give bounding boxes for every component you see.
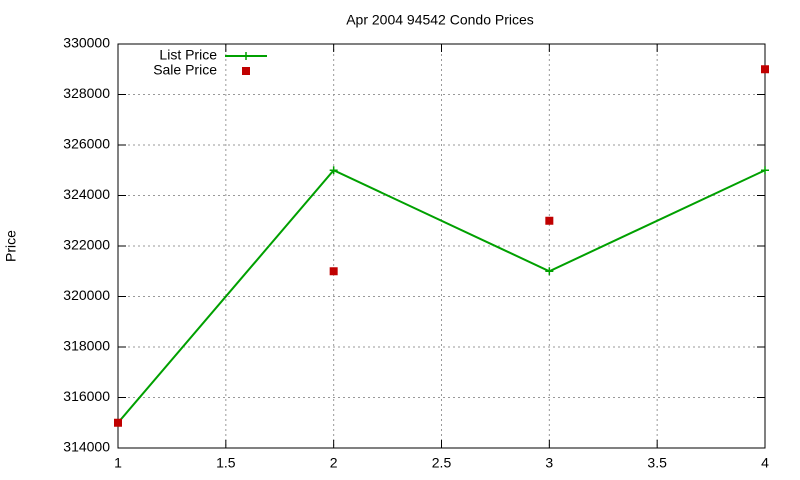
data-point: [545, 267, 554, 276]
y-tick-label: 324000: [63, 186, 110, 202]
x-tick-label: 2.5: [432, 455, 452, 471]
data-point: [761, 65, 769, 74]
y-tick-label: 314000: [63, 439, 110, 455]
legend-label: List Price: [159, 47, 217, 63]
plot-frame: [117, 43, 766, 449]
y-tick-label: 322000: [63, 237, 110, 253]
legend-marker: [242, 52, 250, 60]
x-tick-label: 3.5: [647, 455, 667, 471]
y-tick-label: 316000: [63, 388, 110, 404]
data-point: [545, 216, 554, 225]
x-tick-label: 1: [114, 455, 122, 471]
data-point: [329, 267, 338, 276]
y-tick-label: 318000: [63, 338, 110, 354]
x-tick-label: 2: [330, 455, 338, 471]
x-tick-label: 4: [761, 455, 769, 471]
y-tick-label: 328000: [63, 85, 110, 101]
data-point: [114, 418, 122, 427]
legend-label: Sale Price: [153, 62, 217, 78]
x-tick-label: 3: [545, 455, 553, 471]
series-line: [117, 169, 766, 424]
y-axis-label: Price: [3, 230, 19, 262]
y-tick-label: 326000: [63, 136, 110, 152]
chart-title: Apr 2004 94542 Condo Prices: [346, 12, 534, 28]
legend-marker: [242, 67, 250, 75]
y-tick-label: 330000: [63, 35, 110, 51]
data-point: [761, 166, 769, 175]
x-tick-label: 1.5: [216, 455, 236, 471]
data-point: [329, 166, 338, 175]
y-tick-label: 320000: [63, 287, 110, 303]
